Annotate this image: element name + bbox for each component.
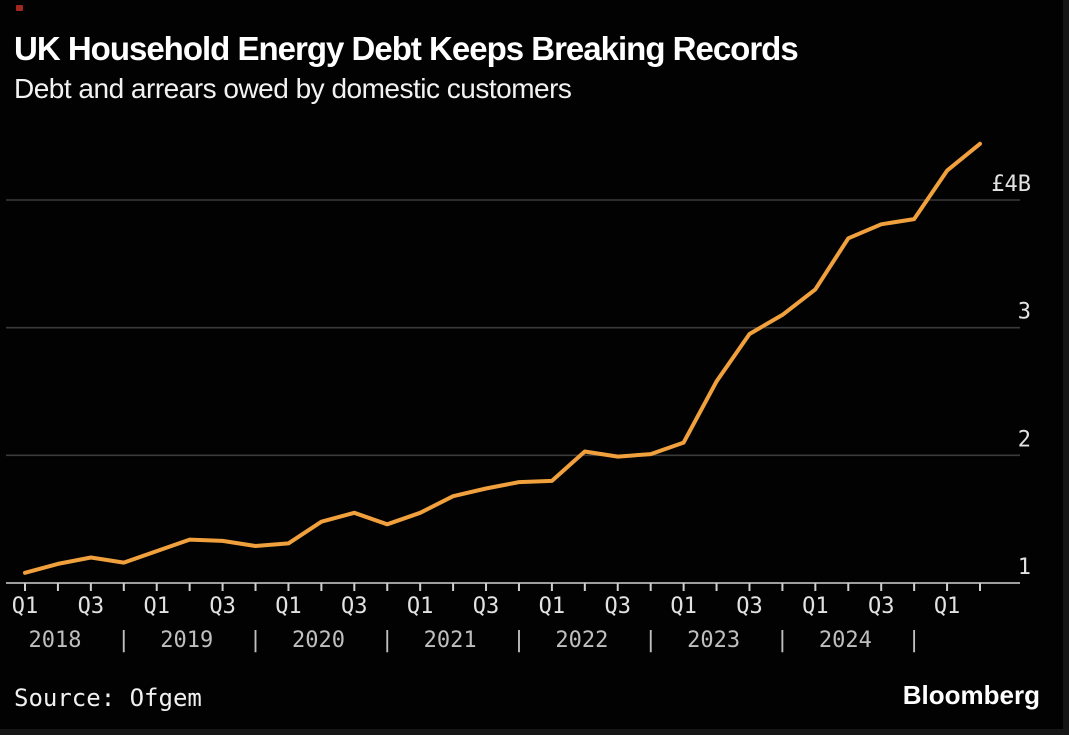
year-label-2024: 2024 xyxy=(819,628,872,653)
year-label-2021: 2021 xyxy=(424,628,477,653)
quarter-label: Q1 xyxy=(539,594,566,619)
year-separator: | xyxy=(117,628,130,653)
quarter-label: Q3 xyxy=(78,594,105,619)
quarter-label: Q3 xyxy=(605,594,632,619)
quarter-label: Q1 xyxy=(143,594,170,619)
quarter-label: Q3 xyxy=(209,594,236,619)
quarter-label: Q1 xyxy=(934,594,961,619)
debt-series-line xyxy=(23,141,982,575)
year-separator: | xyxy=(908,628,921,653)
year-separator: | xyxy=(776,628,789,653)
quarter-label: Q3 xyxy=(868,594,895,619)
year-label-2022: 2022 xyxy=(555,628,608,653)
chart-subtitle: Debt and arrears owed by domestic custom… xyxy=(14,73,572,104)
year-separator: | xyxy=(512,628,525,653)
right-edge-strip xyxy=(1063,0,1069,735)
quarter-label: Q3 xyxy=(341,594,368,619)
y-axis-label-2: 2 xyxy=(1018,427,1031,452)
quarter-label: Q3 xyxy=(736,594,763,619)
quarter-label: Q1 xyxy=(407,594,434,619)
year-label-2023: 2023 xyxy=(687,628,740,653)
source-credit: Source: Ofgem xyxy=(14,684,202,712)
y-axis-label-3: 3 xyxy=(1018,300,1031,325)
quarter-label: Q3 xyxy=(473,594,500,619)
year-separator: | xyxy=(249,628,262,653)
year-label-2019: 2019 xyxy=(160,628,213,653)
chart-title: UK Household Energy Debt Keeps Breaking … xyxy=(14,30,799,67)
quarter-label: Q1 xyxy=(275,594,302,619)
y-axis-label-1: 1 xyxy=(1018,555,1031,580)
bottom-edge-strip xyxy=(0,729,1069,735)
red-dot-marker xyxy=(16,5,23,11)
bloomberg-logo: Bloomberg xyxy=(902,680,1040,710)
year-label-2020: 2020 xyxy=(292,628,345,653)
quarter-label: Q1 xyxy=(802,594,829,619)
year-label-2018: 2018 xyxy=(29,628,82,653)
year-separator: | xyxy=(381,628,394,653)
quarter-label: Q1 xyxy=(670,594,697,619)
quarter-label: Q1 xyxy=(12,594,39,619)
y-axis-label-4: £4B xyxy=(991,172,1031,197)
year-separator: | xyxy=(644,628,657,653)
